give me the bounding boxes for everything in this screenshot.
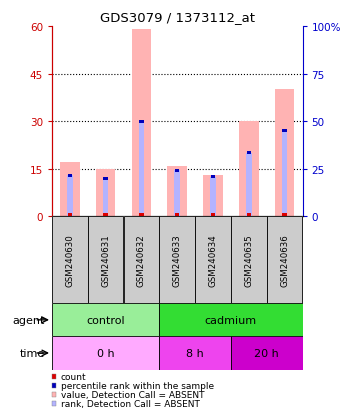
Bar	[247, 214, 251, 217]
Bar	[159, 217, 195, 304]
Bar	[247, 152, 251, 155]
Bar	[195, 217, 231, 304]
Text: 20 h: 20 h	[254, 348, 279, 358]
Bar	[175, 214, 179, 217]
Text: 8 h: 8 h	[186, 348, 204, 358]
Text: 0 h: 0 h	[97, 348, 115, 358]
Text: GSM240632: GSM240632	[137, 234, 146, 287]
Bar	[267, 217, 303, 304]
Bar	[139, 122, 144, 217]
Text: rank, Detection Call = ABSENT: rank, Detection Call = ABSENT	[61, 399, 199, 408]
Bar	[68, 174, 72, 177]
Bar	[52, 337, 159, 370]
Bar	[168, 166, 187, 217]
Text: value, Detection Call = ABSENT: value, Detection Call = ABSENT	[61, 390, 204, 399]
Text: GSM240631: GSM240631	[101, 234, 110, 287]
Text: agent: agent	[13, 315, 45, 325]
Text: time: time	[19, 348, 45, 358]
Bar	[139, 214, 144, 217]
Bar	[175, 169, 179, 173]
Text: cadmium: cadmium	[205, 315, 257, 325]
Bar	[246, 154, 252, 217]
Bar	[203, 176, 223, 217]
Bar	[211, 176, 215, 179]
Bar	[124, 217, 159, 304]
Text: control: control	[86, 315, 125, 325]
Bar	[282, 214, 287, 217]
Bar	[211, 214, 215, 217]
Bar	[52, 304, 159, 337]
Bar	[159, 304, 303, 337]
Bar	[231, 337, 303, 370]
Bar	[88, 217, 124, 304]
Bar	[275, 90, 294, 217]
Text: percentile rank within the sample: percentile rank within the sample	[61, 381, 214, 390]
Text: GSM240634: GSM240634	[208, 234, 218, 287]
Bar	[174, 171, 180, 217]
Bar	[139, 120, 144, 123]
Bar	[96, 169, 115, 217]
Text: count: count	[61, 372, 86, 381]
Bar	[231, 217, 267, 304]
Text: GSM240630: GSM240630	[65, 234, 74, 287]
Bar	[60, 163, 79, 217]
Bar	[159, 337, 231, 370]
Bar	[67, 176, 73, 217]
Bar	[52, 217, 88, 304]
Bar	[282, 131, 287, 217]
Title: GDS3079 / 1373112_at: GDS3079 / 1373112_at	[100, 11, 255, 24]
Text: GSM240633: GSM240633	[173, 234, 182, 287]
Bar	[132, 30, 151, 217]
Bar	[103, 214, 108, 217]
Text: GSM240636: GSM240636	[280, 234, 289, 287]
Bar	[239, 122, 258, 217]
Bar	[282, 130, 287, 133]
Bar	[210, 177, 216, 217]
Bar	[103, 177, 108, 180]
Text: GSM240635: GSM240635	[244, 234, 253, 287]
Bar	[68, 214, 72, 217]
Bar	[103, 179, 108, 217]
